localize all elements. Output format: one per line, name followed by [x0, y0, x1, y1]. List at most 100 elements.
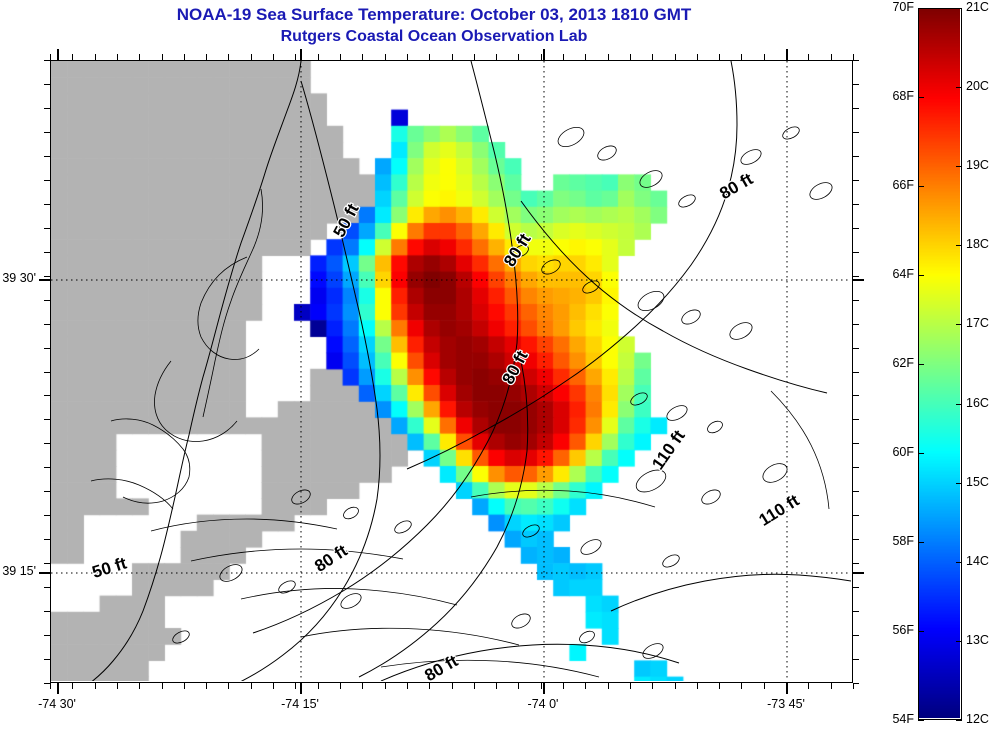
axis-tick-x — [273, 683, 274, 689]
colorbar-label-c: 14C — [966, 553, 989, 568]
bathymetry-feature — [522, 524, 540, 538]
colorbar-label-f: 70F — [892, 0, 914, 14]
axis-tick-y-right — [853, 228, 859, 229]
axis-tick-x-top — [362, 54, 363, 60]
colorbar-label-f: 68F — [892, 89, 914, 103]
axis-tick-x — [585, 683, 586, 689]
axis-major-tick-x-top — [543, 49, 545, 60]
axis-label-x: -74 15' — [281, 697, 319, 711]
axis-tick-y — [44, 132, 50, 133]
bathymetry-feature — [291, 489, 311, 505]
colorbar-tick — [918, 542, 924, 543]
axis-tick-x — [452, 683, 453, 689]
axis-tick-x — [318, 683, 319, 689]
axis-tick-x — [362, 683, 363, 689]
axis-major-tick-x — [57, 683, 59, 694]
axis-tick-y — [44, 84, 50, 85]
colorbar-tick — [956, 404, 962, 405]
bathymetry-feature — [343, 506, 359, 520]
axis-tick-x-top — [719, 54, 720, 60]
colorbar-tick — [918, 720, 924, 721]
colorbar-label-f: 64F — [892, 267, 914, 281]
sst-raster — [51, 61, 851, 681]
bathymetry-feature — [762, 463, 788, 483]
colorbar-tick — [918, 186, 924, 187]
axis-tick-y — [44, 156, 50, 157]
axis-tick-x-top — [162, 54, 163, 60]
axis-major-tick-y-right — [853, 279, 864, 281]
map-frame[interactable]: 50 ft 80 ft 80 ft 80 ft 110 ft 110 ft 50 ft 80 … — [50, 60, 853, 683]
axis-tick-x-top — [563, 54, 564, 60]
axis-tick-x — [295, 683, 296, 689]
axis-tick-y-right — [853, 419, 859, 420]
axis-tick-x — [251, 683, 252, 689]
colorbar-tick — [956, 166, 962, 167]
axis-tick-x — [541, 683, 542, 689]
axis-tick-y-right — [853, 276, 859, 277]
depth-contour-80ft-a — [252, 61, 519, 634]
bathymetry-feature — [557, 126, 585, 148]
colorbar-label-c: 18C — [966, 237, 989, 252]
colorbar-tick — [918, 453, 924, 454]
axis-major-tick-y — [39, 279, 50, 281]
axis-tick-y-right — [853, 348, 859, 349]
colorbar-tick — [918, 364, 924, 365]
colorbar-label-c: 21C — [966, 0, 989, 14]
depth-contour-50ft — [240, 80, 381, 681]
axis-tick-y — [44, 395, 50, 396]
axis-tick-y-right — [853, 587, 859, 588]
coastline-barrier-3 — [240, 588, 458, 606]
axis-label-y: 39 15' — [2, 564, 36, 578]
bathymetry-feature — [729, 322, 753, 340]
axis-tick-y — [44, 683, 50, 684]
colorbar-label-f: 56F — [892, 623, 914, 637]
axis-tick-y — [44, 252, 50, 253]
page-subtitle: Rutgers Coastal Ocean Observation Lab — [280, 28, 588, 45]
axis-tick-x — [228, 683, 229, 689]
depth-contour-110ft-b — [610, 573, 851, 612]
axis-tick-y-right — [853, 443, 859, 444]
depth-contour-label: 50 ft — [90, 553, 129, 581]
axis-tick-x-top — [608, 54, 609, 60]
bathymetry-feature — [639, 170, 663, 188]
colorbar-tick — [956, 8, 962, 9]
bathymetry-feature — [513, 244, 529, 258]
page-title: NOAA-19 Sea Surface Temperature: October… — [176, 5, 692, 24]
axis-tick-y-right — [853, 204, 859, 205]
axis-tick-x — [385, 683, 386, 689]
axis-tick-y — [44, 324, 50, 325]
colorbar-tick — [918, 631, 924, 632]
axis-tick-y — [44, 372, 50, 373]
axis-tick-y — [44, 467, 50, 468]
axis-tick-y-right — [853, 491, 859, 492]
bathymetry-feature — [666, 405, 688, 421]
axis-tick-x — [496, 683, 497, 689]
axis-tick-y-right — [853, 395, 859, 396]
depth-contour-offshore — [770, 390, 830, 510]
depth-contour-110ft-a — [406, 61, 738, 470]
axis-tick-x — [474, 683, 475, 689]
coastline-south-inlet — [90, 478, 174, 510]
colorbar-tick — [918, 97, 924, 98]
axis-tick-x — [340, 683, 341, 689]
bathymetry-feature — [278, 580, 296, 594]
colorbar-label-c: 20C — [966, 79, 989, 94]
colorbar-label-f: 58F — [892, 534, 914, 548]
axis-tick-x-top — [541, 54, 542, 60]
axis-tick-y-right — [853, 372, 859, 373]
axis-tick-x — [764, 683, 765, 689]
axis-tick-x-top — [675, 54, 676, 60]
axis-tick-y-right — [853, 300, 859, 301]
axis-tick-x-top — [630, 54, 631, 60]
axis-tick-x — [630, 683, 631, 689]
axis-tick-x-top — [318, 54, 319, 60]
bathymetry-feature — [642, 643, 664, 659]
coastline-barrier-5 — [380, 659, 600, 678]
axis-tick-x — [206, 683, 207, 689]
axis-tick-x — [139, 683, 140, 689]
axis-tick-x — [184, 683, 185, 689]
colorbar-label-c: 15C — [966, 474, 989, 489]
colorbar-label-c: 13C — [966, 632, 989, 647]
bathymetry-feature — [219, 564, 243, 582]
